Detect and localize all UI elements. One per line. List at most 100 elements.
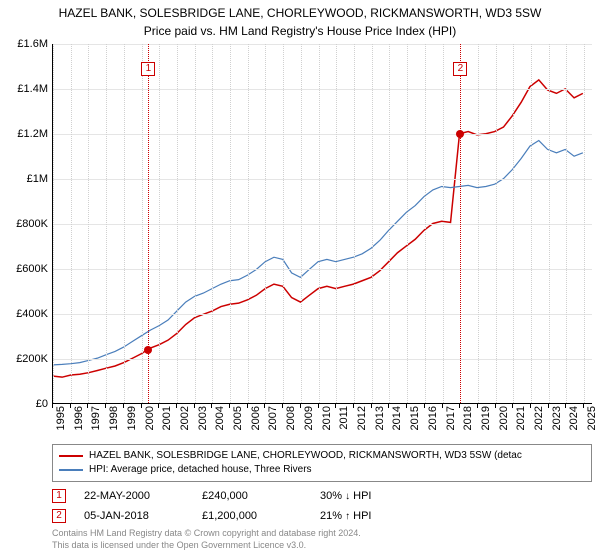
transaction-row: 122-MAY-2000£240,00030% ↓ HPI <box>52 486 592 506</box>
gridline-vertical <box>248 44 249 403</box>
x-axis-label: 2005 <box>232 406 244 440</box>
x-axis-label: 2000 <box>144 406 156 440</box>
x-tick-mark <box>264 404 265 408</box>
transaction-row: 205-JAN-2018£1,200,00021% ↑ HPI <box>52 506 592 526</box>
y-axis-label: £1M <box>4 173 48 185</box>
gridline-vertical <box>53 44 54 403</box>
x-tick-mark <box>318 404 319 408</box>
gridline-vertical <box>71 44 72 403</box>
x-tick-mark <box>495 404 496 408</box>
transaction-date: 22-MAY-2000 <box>84 490 184 502</box>
x-tick-mark <box>424 404 425 408</box>
footer-line-1: Contains HM Land Registry data © Crown c… <box>52 528 361 540</box>
transaction-pct: 21% ↑ HPI <box>320 510 430 522</box>
y-axis-label: £1.6M <box>4 38 48 50</box>
x-tick-mark <box>158 404 159 408</box>
y-axis-label: £1.2M <box>4 128 48 140</box>
x-tick-mark <box>388 404 389 408</box>
x-tick-mark <box>282 404 283 408</box>
gridline-vertical <box>354 44 355 403</box>
x-tick-mark <box>211 404 212 408</box>
legend: HAZEL BANK, SOLESBRIDGE LANE, CHORLEYWOO… <box>52 444 592 482</box>
x-axis-label: 1996 <box>73 406 85 440</box>
x-tick-mark <box>442 404 443 408</box>
transaction-marker-dot <box>456 130 464 138</box>
gridline-vertical <box>336 44 337 403</box>
gridline-horizontal <box>53 179 592 180</box>
y-axis-label: £800K <box>4 218 48 230</box>
x-axis-label: 2017 <box>445 406 457 440</box>
chart-title: HAZEL BANK, SOLESBRIDGE LANE, CHORLEYWOO… <box>0 0 600 22</box>
x-axis-label: 2004 <box>214 406 226 440</box>
x-axis-label: 2007 <box>267 406 279 440</box>
legend-label: HPI: Average price, detached house, Thre… <box>89 463 312 477</box>
legend-row: HAZEL BANK, SOLESBRIDGE LANE, CHORLEYWOO… <box>59 449 585 463</box>
x-axis-label: 2023 <box>551 406 563 440</box>
x-tick-mark <box>229 404 230 408</box>
transaction-marker-line <box>460 44 461 403</box>
gridline-vertical <box>319 44 320 403</box>
x-axis-label: 2016 <box>427 406 439 440</box>
transaction-date: 05-JAN-2018 <box>84 510 184 522</box>
x-axis-label: 2006 <box>250 406 262 440</box>
gridline-vertical <box>142 44 143 403</box>
transaction-marker-number: 2 <box>453 62 467 76</box>
x-tick-mark <box>141 404 142 408</box>
x-tick-mark <box>583 404 584 408</box>
gridline-horizontal <box>53 224 592 225</box>
x-axis-label: 2018 <box>462 406 474 440</box>
x-axis-label: 2024 <box>568 406 580 440</box>
gridline-horizontal <box>53 269 592 270</box>
gridline-vertical <box>566 44 567 403</box>
x-axis-label: 1998 <box>108 406 120 440</box>
x-tick-mark <box>371 404 372 408</box>
gridline-vertical <box>195 44 196 403</box>
x-axis-label: 2020 <box>498 406 510 440</box>
plot-area: 12 <box>52 44 592 404</box>
footer-line-2: This data is licensed under the Open Gov… <box>52 540 361 552</box>
gridline-vertical <box>177 44 178 403</box>
transaction-price: £1,200,000 <box>202 510 302 522</box>
legend-label: HAZEL BANK, SOLESBRIDGE LANE, CHORLEYWOO… <box>89 449 522 463</box>
x-tick-mark <box>565 404 566 408</box>
legend-row: HPI: Average price, detached house, Thre… <box>59 463 585 477</box>
gridline-vertical <box>513 44 514 403</box>
x-axis-label: 2011 <box>338 406 350 440</box>
transaction-number: 1 <box>52 489 66 503</box>
legend-swatch <box>59 455 83 457</box>
x-axis-label: 1999 <box>126 406 138 440</box>
transaction-marker-dot <box>144 346 152 354</box>
x-tick-mark <box>87 404 88 408</box>
y-axis-label: £600K <box>4 263 48 275</box>
x-axis-label: 1997 <box>90 406 102 440</box>
x-axis-label: 2009 <box>303 406 315 440</box>
x-axis-label: 2021 <box>515 406 527 440</box>
gridline-vertical <box>88 44 89 403</box>
gridline-vertical <box>106 44 107 403</box>
x-axis-label: 2002 <box>179 406 191 440</box>
x-tick-mark <box>194 404 195 408</box>
gridline-vertical <box>372 44 373 403</box>
x-tick-mark <box>353 404 354 408</box>
gridline-vertical <box>159 44 160 403</box>
x-tick-mark <box>459 404 460 408</box>
gridline-vertical <box>407 44 408 403</box>
gridline-vertical <box>531 44 532 403</box>
legend-swatch <box>59 469 83 471</box>
gridline-vertical <box>265 44 266 403</box>
chart-container: HAZEL BANK, SOLESBRIDGE LANE, CHORLEYWOO… <box>0 0 600 560</box>
x-tick-mark <box>548 404 549 408</box>
x-tick-mark <box>70 404 71 408</box>
transaction-pct: 30% ↓ HPI <box>320 490 430 502</box>
x-tick-mark <box>247 404 248 408</box>
gridline-vertical <box>389 44 390 403</box>
gridline-vertical <box>124 44 125 403</box>
x-tick-mark <box>335 404 336 408</box>
x-axis-label: 2008 <box>285 406 297 440</box>
gridline-horizontal <box>53 359 592 360</box>
x-axis-label: 2013 <box>374 406 386 440</box>
gridline-vertical <box>301 44 302 403</box>
x-tick-mark <box>406 404 407 408</box>
gridline-vertical <box>496 44 497 403</box>
x-axis-label: 2001 <box>161 406 173 440</box>
